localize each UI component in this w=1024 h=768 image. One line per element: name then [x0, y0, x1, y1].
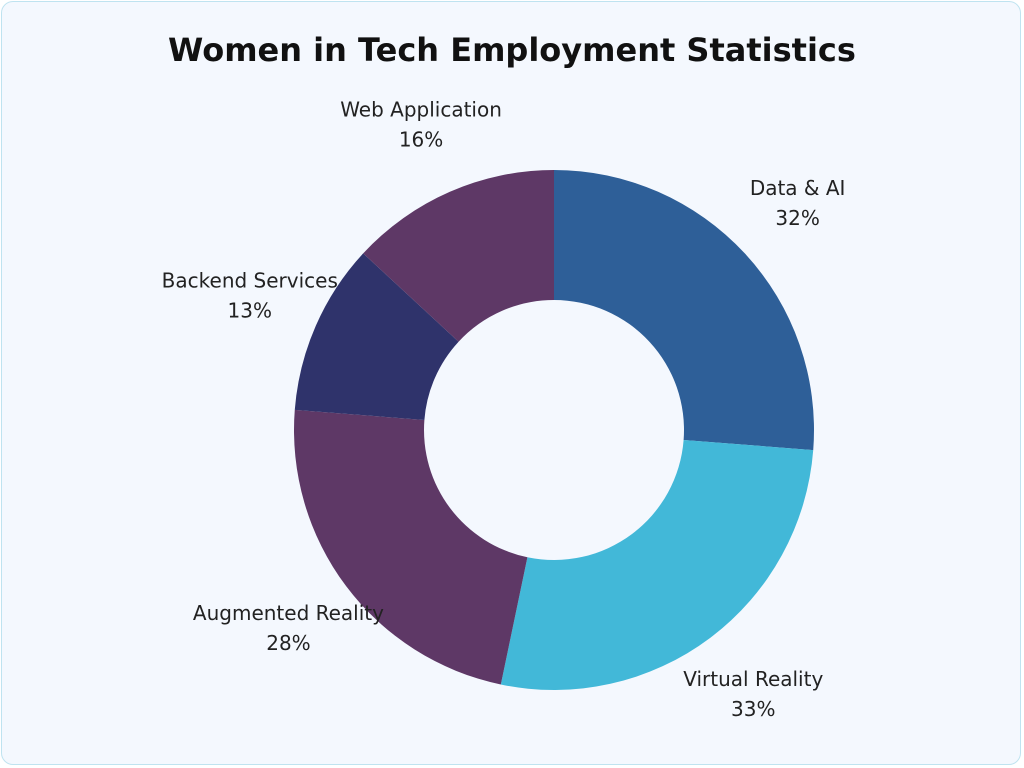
- donut-slice: [554, 170, 814, 451]
- donut-slice: [294, 253, 459, 420]
- slice-value-label: 28%: [266, 631, 310, 655]
- donut-slice: [294, 409, 528, 685]
- slice-value-label: 32%: [775, 206, 819, 230]
- slice-value-label: 16%: [399, 127, 443, 151]
- slice-label: Backend Services: [162, 269, 338, 293]
- slice-value-label: 13%: [228, 299, 272, 323]
- chart-title: Women in Tech Employment Statistics: [168, 31, 856, 69]
- slice-label: Web Application: [340, 97, 502, 121]
- slice-value-label: 33%: [731, 697, 775, 721]
- slice-label: Data & AI: [750, 176, 846, 200]
- donut-slice: [500, 440, 814, 691]
- slice-label: Augmented Reality: [193, 601, 384, 625]
- slice-label: Virtual Reality: [683, 667, 823, 691]
- donut-slice: [363, 170, 554, 342]
